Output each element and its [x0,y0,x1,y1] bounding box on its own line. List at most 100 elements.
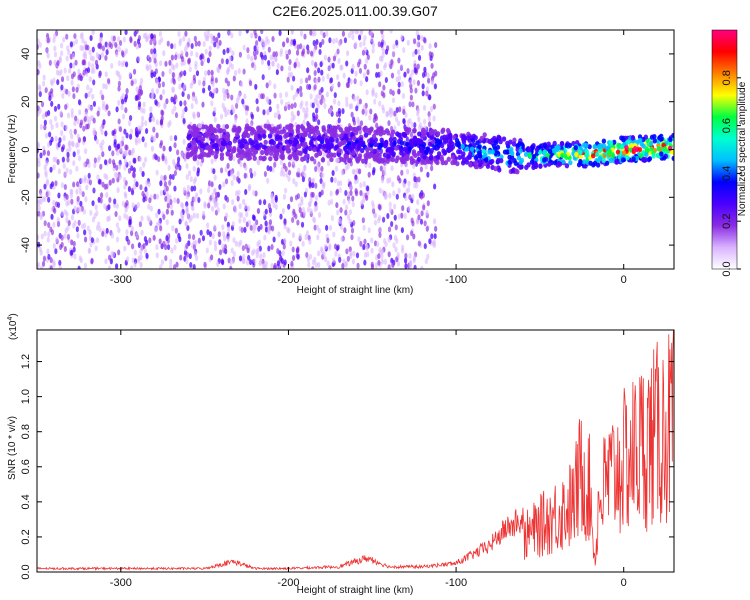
spectrogram-ridge-cell [320,157,326,163]
spectrogram-cell [402,182,407,189]
spectrogram-cell [105,49,109,56]
spectrogram-cell [226,47,230,54]
colorbar: 0.00.20.40.60.8 Normalized spectral ampl… [711,29,748,277]
spectrogram-ridge-cell [189,150,195,157]
spectrogram-cell [187,57,191,64]
spectrogram-cell [105,191,109,198]
spectrogram-cell [301,240,305,247]
spectrogram-cell [389,88,393,95]
spectrogram-ridge-cell [428,149,434,156]
spectrogram-cell [373,212,378,219]
spectrogram-cell [409,230,414,237]
spectrogram-ridge-cell [368,152,374,158]
spectrogram-cell [181,113,185,120]
spectrogram-ridge-cell [291,146,296,152]
spectrogram-cell [160,174,164,181]
spectrogram-ridge-cell [257,133,262,139]
spectrogram-cell [241,245,245,252]
spectrogram-cell [367,227,371,234]
spectrogram-cell [135,86,139,93]
spectrogram-cell [335,202,339,209]
spectrogram-cell [395,107,399,114]
spectrogram-cell [296,253,300,260]
spectrogram-cell [73,33,77,40]
spectrogram-cell [58,57,62,64]
spectrogram-ridge-cell [324,138,330,144]
spectrogram-cell [225,196,230,203]
spectrogram-cell [217,231,221,238]
spectrogram-ridge-cell [531,153,537,159]
spectrogram-cell [247,219,252,226]
spectrogram-ridge-cell [479,135,484,141]
spectrogram-ridge-cell [592,160,598,166]
spectrogram-cell [315,204,319,211]
spectrogram-cell [219,167,224,174]
spectrogram-cell [168,173,173,180]
spectrogram-cell [365,89,369,96]
spectrogram-cell [372,207,376,214]
spectrogram-cell [50,124,54,131]
spectrogram-cell [423,220,427,227]
spectrogram-cell [192,74,196,81]
spectrogram-cell [231,258,236,265]
spectrogram-cell [160,36,164,43]
spectrogram-cell [118,126,123,133]
spectrogram-cell [130,165,134,172]
spectrogram-cell [119,145,123,152]
spectrogram-cell [331,83,335,90]
spectrogram-cell [128,219,132,226]
spectrogram-cell [412,255,417,262]
spectrogram-ridge-cell [312,146,317,153]
spectrogram-ridge-cell [239,155,244,161]
spectrogram-cell [253,54,257,61]
spectrogram-cell [130,80,134,87]
spectrogram-cell [281,250,285,257]
spectrogram-cell [91,62,95,69]
spectrogram-cell [292,178,296,185]
spectrogram-cell [257,35,262,42]
spectrogram-cell [416,41,420,48]
spectrogram-cell [226,68,230,75]
spectrogram-cell [52,242,56,249]
spectrogram-cell [284,187,288,194]
spectrogram-cell [276,109,280,116]
spectrogram-cell [391,261,395,268]
spectrogram-cell [66,151,70,158]
spectrogram-cell [144,120,148,127]
spectrogram-cell [403,213,407,220]
spectrogram-cell [345,101,349,108]
spectrogram-cell [139,77,144,84]
spectrogram-cell [338,186,342,193]
spectrogram-cell [222,231,226,238]
spectrogram-cell [391,90,395,97]
spectrogram-cell [116,143,121,150]
spectrogram-ridge-cell [475,140,480,146]
spectrogram-cell [155,78,159,85]
spectrogram-ridge-cell [288,154,293,160]
spectrogram-cell [155,169,159,176]
spectrogram-cell [113,133,117,140]
spectrogram-ridge-cell [337,148,342,154]
spectrogram-cell [56,79,60,86]
spectrogram-ridge-cell [376,126,382,132]
spectrogram-cell [398,177,402,184]
spectrogram-cell [82,208,86,215]
spectrogram-cell [210,254,214,261]
spectrogram-cell [428,51,432,58]
spectrogram-cell [130,243,135,250]
spectrogram-cell [430,165,434,172]
spectrogram-ridge-cell [389,132,394,139]
spectrogram-ridge-cell [429,130,434,136]
spectrogram-cell [121,135,125,142]
spectrogram-ridge-cell [473,135,478,141]
spectrogram-cell [397,69,401,76]
spectrogram-cell [57,70,62,77]
spectrogram-ridge-cell [518,148,523,154]
spectrogram-cell [177,232,181,239]
spectrogram-cell [222,106,227,113]
spectrogram-cell [112,162,117,169]
spectrogram-ridge-cell [477,161,483,168]
spectrogram-cell [291,246,295,253]
spectrogram-ridge-cell [445,134,450,140]
spectrogram-cell [125,88,129,95]
